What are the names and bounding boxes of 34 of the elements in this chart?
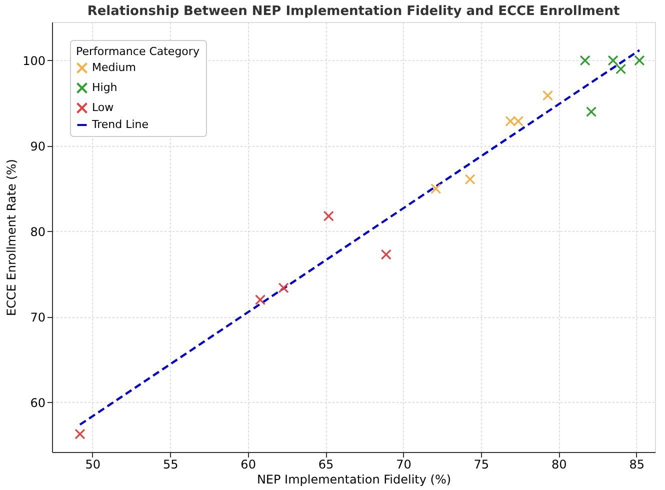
y-tick-label: 70 (30, 310, 46, 324)
x-axis-title: NEP Implementation Fidelity (%) (256, 472, 452, 486)
legend-label: High (92, 81, 118, 94)
chart-title: Relationship Between NEP Implementation Fidelity and ECCE Enrollment (87, 4, 620, 19)
y-axis-title: ECCE Enrollment Rate (%) (4, 159, 19, 316)
x-tick-label: 55 (162, 458, 178, 472)
point (616, 64, 626, 74)
x-tick-label: 85 (629, 458, 644, 472)
y-tick-label: 90 (30, 139, 46, 154)
x-tick-label: 80 (552, 458, 567, 472)
x-tick-label: 60 (240, 458, 256, 472)
y-tick-label: 80 (30, 224, 46, 239)
legend-title: Performance Category (76, 45, 200, 58)
legend-label: Medium (92, 61, 136, 74)
x-tick-label: 75 (474, 458, 490, 472)
x-tick-label: 70 (396, 458, 412, 472)
point (586, 106, 597, 118)
point (380, 249, 392, 260)
point (254, 294, 266, 306)
x-tick-label: 65 (318, 458, 334, 472)
point (430, 183, 442, 194)
point (74, 428, 86, 440)
point (542, 90, 554, 101)
point (278, 282, 289, 294)
point (464, 174, 476, 185)
y-tick-label: 100 (22, 54, 46, 68)
point (580, 55, 590, 66)
legend-label: Trend Line (91, 118, 149, 131)
point (634, 55, 645, 66)
y-tick-label: 60 (30, 396, 46, 410)
legend-label: Low (92, 101, 114, 114)
point (323, 210, 334, 222)
x-tick-label: 50 (85, 458, 101, 472)
point (608, 55, 618, 66)
